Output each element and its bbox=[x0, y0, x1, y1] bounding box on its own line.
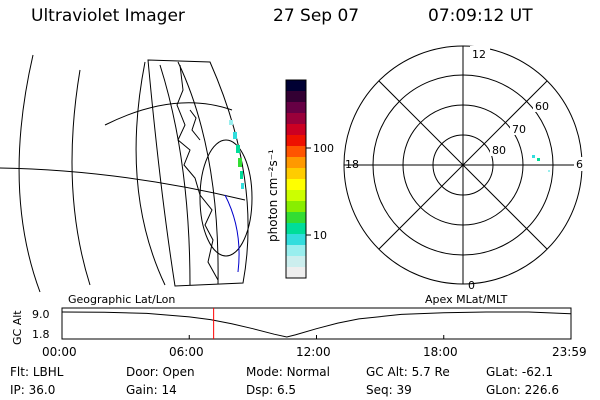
colorbar-tick-100: 100 bbox=[313, 142, 334, 155]
colorbar-cell bbox=[286, 157, 306, 169]
colorbar-cell bbox=[286, 146, 306, 158]
polar-lat-60: 60 bbox=[535, 100, 549, 113]
altitude-ylabel: GC Alt bbox=[11, 310, 24, 345]
map-meridian-1 bbox=[159, 64, 191, 286]
aurora-emission bbox=[229, 120, 244, 189]
colorbar-cell bbox=[286, 91, 306, 103]
colorbar-tick-10: 10 bbox=[313, 229, 327, 242]
info-flt: Flt: LBHL bbox=[10, 365, 64, 379]
xtick-1200: 12:00 bbox=[296, 345, 331, 359]
info-seq: Seq: 39 bbox=[366, 383, 412, 397]
info-glat: GLat: -62.1 bbox=[486, 365, 553, 379]
map-arc-outer-2 bbox=[71, 69, 91, 286]
colorbar-cell bbox=[286, 80, 306, 92]
map-label-apex: Apex MLat/MLT bbox=[425, 293, 508, 306]
colorbar-cell bbox=[286, 212, 306, 224]
polar-label-bg-70 bbox=[510, 121, 530, 135]
colorbar-cell bbox=[286, 135, 306, 147]
colorbar-unit-label: photon cm⁻²s⁻¹ bbox=[266, 149, 280, 242]
altitude-ytick-top: 9.0 bbox=[32, 308, 50, 321]
polar-label-bg-12 bbox=[470, 46, 490, 60]
map-meridian-2 bbox=[177, 61, 219, 285]
xtick-0600: 06:00 bbox=[169, 345, 204, 359]
map-arc-outer-1 bbox=[18, 54, 41, 293]
polar-diagonal-2 bbox=[378, 80, 548, 250]
polar-plot bbox=[343, 45, 583, 285]
geographic-map bbox=[0, 54, 253, 293]
polar-mlt-0: 0 bbox=[468, 279, 475, 292]
date-label: 27 Sep 07 bbox=[273, 6, 360, 26]
info-glon: GLon: 226.6 bbox=[486, 383, 559, 397]
info-ip: IP: 36.0 bbox=[10, 383, 56, 397]
colorbar: 100 10 photon cm⁻²s⁻¹ bbox=[266, 79, 334, 279]
colorbar-cell bbox=[286, 256, 306, 268]
polar-label-bg-6 bbox=[574, 157, 584, 171]
info-mode: Mode: Normal bbox=[246, 365, 330, 379]
colorbar-cell bbox=[286, 223, 306, 235]
altitude-plot-frame bbox=[61, 307, 572, 340]
colorbar-cell bbox=[286, 201, 306, 213]
colorbar-cell bbox=[286, 267, 306, 279]
map-label-geographic: Geographic Lat/Lon bbox=[68, 293, 175, 306]
map-arc-3 bbox=[135, 61, 166, 286]
colorbar-cell bbox=[286, 168, 306, 180]
polar-mlt-18: 18 bbox=[345, 158, 359, 171]
polar-label-bg-60 bbox=[533, 98, 553, 112]
polar-mlt-12: 12 bbox=[472, 48, 486, 61]
map-latitude-curve bbox=[0, 167, 246, 201]
map-terminator bbox=[224, 194, 240, 273]
xtick-1800: 18:00 bbox=[423, 345, 458, 359]
gc-alt-series-line bbox=[61, 311, 571, 338]
colorbar-cell bbox=[286, 179, 306, 191]
xtick-2359: 23:59 bbox=[552, 345, 587, 359]
polar-lat-80: 80 bbox=[492, 144, 506, 157]
map-pole-circle bbox=[199, 139, 253, 257]
colorbar-cell bbox=[286, 102, 306, 114]
colorbar-cell bbox=[286, 190, 306, 202]
info-gain: Gain: 14 bbox=[126, 383, 177, 397]
polar-aurora-points bbox=[532, 155, 550, 172]
colorbar-cell bbox=[286, 113, 306, 125]
colorbar-cell bbox=[286, 124, 306, 136]
time-label: 07:09:12 UT bbox=[428, 6, 533, 26]
instrument-title: Ultraviolet Imager bbox=[31, 6, 185, 26]
polar-mlt-6: 6 bbox=[576, 158, 583, 171]
map-latitude-curve-2 bbox=[104, 102, 233, 126]
info-gc-alt: GC Alt: 5.7 Re bbox=[366, 365, 450, 379]
altitude-ytick-bottom: 1.8 bbox=[32, 328, 50, 341]
info-dsp: Dsp: 6.5 bbox=[246, 383, 297, 397]
map-coastline bbox=[176, 64, 219, 281]
info-door: Door: Open bbox=[126, 365, 195, 379]
altitude-plot: GC Alt 9.0 1.8 bbox=[11, 307, 572, 345]
xtick-0000: 00:00 bbox=[42, 345, 77, 359]
map-coastline-2 bbox=[189, 109, 201, 141]
polar-label-bg-80 bbox=[490, 142, 510, 156]
map-frame bbox=[147, 59, 249, 287]
colorbar-cell bbox=[286, 234, 306, 246]
colorbar-cell bbox=[286, 245, 306, 257]
polar-lat-70: 70 bbox=[512, 123, 526, 136]
colorbar-cells bbox=[286, 80, 306, 279]
altitude-x-ticks bbox=[61, 335, 572, 339]
